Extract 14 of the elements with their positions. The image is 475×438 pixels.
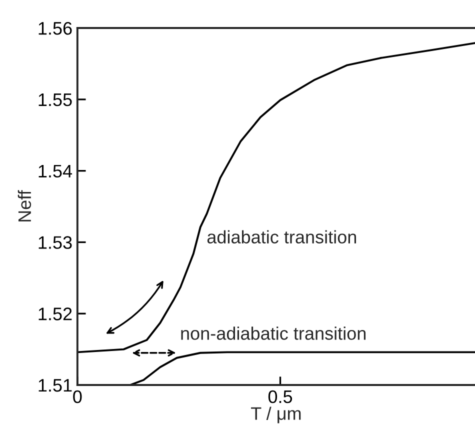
line-series (77, 42, 475, 354)
y-tick-label: 1.52 (38, 308, 72, 320)
line-series (129, 351, 475, 385)
y-tick-label: 1.56 (38, 22, 72, 35)
y-axis-title: Neff (18, 190, 32, 222)
annotation: adiabatic transition (207, 230, 356, 244)
y-tick-label: 1.55 (38, 94, 72, 106)
y-tick-label: 1.53 (38, 236, 72, 249)
y-tick-label: 1.51 (38, 379, 72, 392)
annotation: non-adiabatic transition (181, 326, 366, 340)
y-tick-label: 1.54 (38, 164, 72, 178)
x-axis-title: T / μm (251, 406, 301, 424)
x-tick-label: 0.5 (268, 390, 292, 404)
x-tick-label: 0 (73, 390, 82, 404)
